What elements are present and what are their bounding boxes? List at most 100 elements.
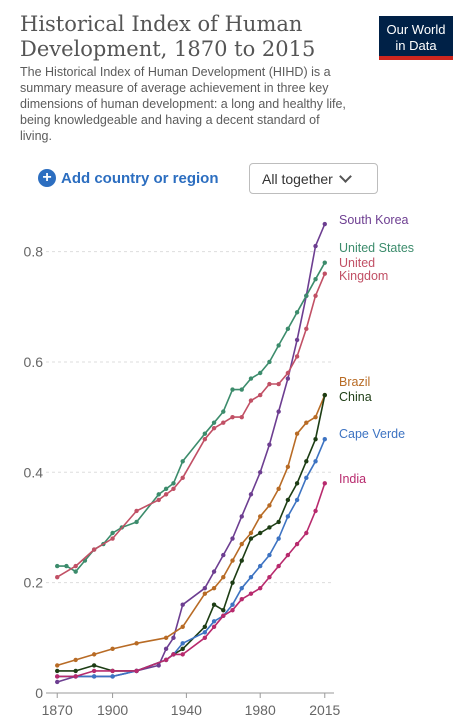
data-point <box>171 486 176 492</box>
data-point <box>322 260 327 265</box>
owid-logo[interactable]: Our World in Data <box>379 16 453 60</box>
data-point <box>211 569 217 574</box>
data-point <box>180 459 185 464</box>
data-point <box>180 646 185 652</box>
data-point <box>180 652 185 657</box>
series-united-states <box>55 260 327 574</box>
data-point <box>294 541 300 547</box>
series-united-kingdom <box>55 271 327 580</box>
data-point <box>221 420 226 425</box>
series-label: South Korea <box>339 213 409 227</box>
data-point <box>267 525 272 530</box>
data-point <box>313 243 318 249</box>
x-tick-label: 1900 <box>97 702 128 718</box>
data-point <box>230 414 235 420</box>
data-point <box>202 585 208 591</box>
data-point <box>110 674 115 679</box>
data-point <box>248 591 254 596</box>
data-point <box>202 635 208 641</box>
data-point <box>180 641 185 646</box>
data-point <box>239 514 244 519</box>
data-point <box>304 459 309 464</box>
data-point <box>55 574 60 580</box>
data-point <box>134 519 139 525</box>
data-point <box>163 646 169 652</box>
data-point <box>276 409 281 414</box>
data-point <box>134 641 139 646</box>
data-point <box>313 437 318 442</box>
data-point <box>239 387 244 392</box>
series-line <box>56 273 326 578</box>
chart-grid <box>46 251 334 694</box>
data-point <box>230 602 235 607</box>
x-tick-label: 1870 <box>42 702 73 718</box>
data-point <box>276 486 281 492</box>
data-point <box>55 679 60 685</box>
data-point <box>55 663 60 668</box>
data-point <box>267 359 272 365</box>
data-point <box>322 437 327 442</box>
series-label: United <box>339 256 375 270</box>
data-point <box>91 547 97 552</box>
data-point <box>267 552 272 558</box>
data-point <box>202 630 208 635</box>
data-point <box>248 536 254 541</box>
data-point <box>211 585 217 591</box>
data-point <box>73 563 78 569</box>
logo-line-1: Our World <box>386 22 446 37</box>
series-label: China <box>339 390 372 404</box>
data-point <box>221 574 226 580</box>
line-chart: 0 0.2 0.4 0.6 0.8 1870 1900 1940 1980 2015 South … <box>24 213 415 718</box>
data-point <box>304 530 309 536</box>
data-point <box>230 558 235 563</box>
data-point <box>276 381 281 387</box>
view-mode-dropdown[interactable]: All together <box>249 163 378 194</box>
series-india <box>55 481 327 679</box>
data-point <box>276 563 281 569</box>
data-point <box>248 530 254 536</box>
data-point <box>110 530 115 536</box>
data-point <box>91 663 97 668</box>
data-point <box>230 580 235 585</box>
data-point <box>156 497 161 503</box>
series-china <box>55 392 327 674</box>
data-point <box>239 541 244 547</box>
x-tick-label: 2015 <box>309 702 340 718</box>
data-point <box>73 569 78 574</box>
data-point <box>285 497 291 503</box>
dropdown-value: All together <box>262 170 333 187</box>
chevron-down-icon <box>338 170 352 183</box>
data-point <box>285 376 291 381</box>
data-point <box>211 420 217 425</box>
data-point <box>294 354 300 359</box>
data-point <box>285 514 291 519</box>
data-point <box>171 652 176 657</box>
data-point <box>294 497 300 503</box>
data-point <box>285 370 291 376</box>
data-point <box>257 514 263 519</box>
data-point <box>285 326 291 332</box>
data-point <box>304 420 309 425</box>
data-point <box>313 277 318 282</box>
add-country-button[interactable]: + Add country or region <box>38 166 219 190</box>
series-label: United States <box>339 241 414 255</box>
chart-subtitle: The Historical Index of Human Developmen… <box>20 65 346 143</box>
data-point <box>230 608 235 613</box>
data-point <box>267 574 272 580</box>
data-point <box>180 624 185 629</box>
data-point <box>257 470 263 475</box>
data-point <box>285 464 291 469</box>
data-point <box>110 646 115 652</box>
data-point <box>64 563 69 569</box>
data-point <box>163 657 169 663</box>
logo-line-2: in Data <box>395 38 437 53</box>
data-point <box>230 536 235 541</box>
data-point <box>294 337 300 343</box>
y-tick-label: 0.2 <box>24 575 44 591</box>
data-point <box>230 387 235 392</box>
data-point <box>294 481 300 486</box>
data-point <box>322 481 327 486</box>
data-point <box>180 602 185 607</box>
data-point <box>202 437 208 442</box>
y-tick-label: 0.4 <box>24 464 44 480</box>
